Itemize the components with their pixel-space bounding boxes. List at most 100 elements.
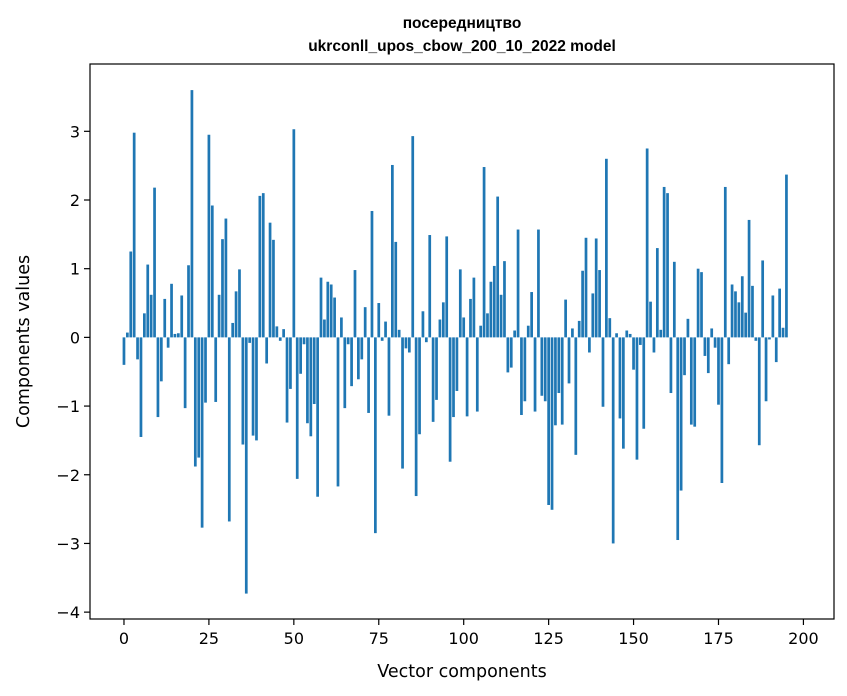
bar xyxy=(751,285,754,338)
bar xyxy=(238,269,241,338)
chart-title: посередництво xyxy=(403,15,522,32)
bar xyxy=(217,294,221,338)
bar xyxy=(523,337,527,402)
bar xyxy=(581,270,584,338)
bar xyxy=(353,270,357,338)
bar xyxy=(662,186,666,338)
bar xyxy=(132,132,136,338)
bar xyxy=(649,301,652,338)
bar-series xyxy=(122,90,788,594)
bar xyxy=(703,337,707,356)
bar xyxy=(428,235,432,338)
bar xyxy=(543,337,547,402)
bar xyxy=(757,337,761,446)
bar xyxy=(645,148,649,338)
bar xyxy=(227,337,231,522)
x-tick-label: 75 xyxy=(369,629,389,648)
bar xyxy=(533,337,537,412)
y-axis-label: Components values xyxy=(14,255,34,428)
bar xyxy=(424,337,428,343)
bar xyxy=(584,237,588,338)
bar xyxy=(129,251,133,338)
bar xyxy=(272,239,275,338)
x-axis-ticks: 0 25 50 75 100 125 150 175 200 xyxy=(119,619,819,648)
x-tick-label: 175 xyxy=(703,629,734,648)
bar xyxy=(540,337,544,396)
bar xyxy=(696,268,700,338)
bar xyxy=(316,337,319,497)
bar xyxy=(200,337,204,528)
bar xyxy=(574,337,578,455)
y-axis-ticks: −4 −3 −2 −1 0 1 2 3 xyxy=(56,122,90,622)
bar xyxy=(601,337,605,407)
bar xyxy=(136,337,139,360)
bar xyxy=(285,337,289,423)
bar xyxy=(156,337,160,418)
bar xyxy=(785,174,788,338)
x-tick-label: 0 xyxy=(119,629,129,648)
bar xyxy=(421,311,425,338)
bar xyxy=(357,337,360,380)
bar xyxy=(666,193,669,338)
y-tick-label: −2 xyxy=(56,466,80,485)
y-tick-label: 0 xyxy=(70,328,80,347)
bar xyxy=(143,313,146,338)
bar xyxy=(625,330,629,338)
bar xyxy=(329,284,333,338)
bar xyxy=(686,318,690,338)
bar xyxy=(727,337,731,365)
bar xyxy=(496,196,500,338)
bar xyxy=(683,337,686,376)
bar xyxy=(295,337,299,479)
bar xyxy=(384,321,387,338)
bar xyxy=(336,337,340,487)
bar xyxy=(492,265,496,338)
bar xyxy=(710,328,714,338)
bar xyxy=(275,326,279,338)
x-tick-label: 125 xyxy=(533,629,564,648)
bar xyxy=(343,337,347,409)
bar xyxy=(401,337,404,469)
bar xyxy=(407,337,411,353)
bar xyxy=(506,337,510,373)
bar xyxy=(554,337,557,426)
bar xyxy=(234,291,238,338)
bar xyxy=(173,333,177,338)
y-tick-label: 3 xyxy=(70,122,80,141)
bar xyxy=(122,337,126,365)
bar xyxy=(462,317,466,338)
bar xyxy=(363,307,367,338)
bar xyxy=(632,337,635,370)
bar xyxy=(455,337,459,391)
bar xyxy=(744,312,748,338)
bar xyxy=(588,337,591,353)
bar xyxy=(193,337,197,467)
bar xyxy=(431,337,435,422)
bar xyxy=(693,337,697,427)
bar xyxy=(448,337,452,462)
bar xyxy=(231,322,235,338)
bar xyxy=(513,330,517,338)
bar xyxy=(486,313,489,338)
bar xyxy=(740,276,744,338)
bar xyxy=(723,186,727,338)
bar xyxy=(214,337,218,402)
bar xyxy=(706,337,710,374)
bar xyxy=(659,329,663,338)
bar xyxy=(251,337,255,436)
bar xyxy=(689,337,693,425)
bar xyxy=(438,319,442,338)
bar xyxy=(475,337,479,412)
plot-frame xyxy=(89,63,835,620)
y-tick-label: 1 xyxy=(70,260,80,279)
bar xyxy=(289,337,292,389)
bar xyxy=(292,129,296,338)
bar xyxy=(397,329,401,338)
bar xyxy=(258,195,262,338)
bar xyxy=(149,294,153,338)
bar xyxy=(387,337,391,416)
bar xyxy=(323,319,326,338)
bar xyxy=(418,337,421,435)
bar xyxy=(244,337,248,594)
bar xyxy=(537,229,540,338)
